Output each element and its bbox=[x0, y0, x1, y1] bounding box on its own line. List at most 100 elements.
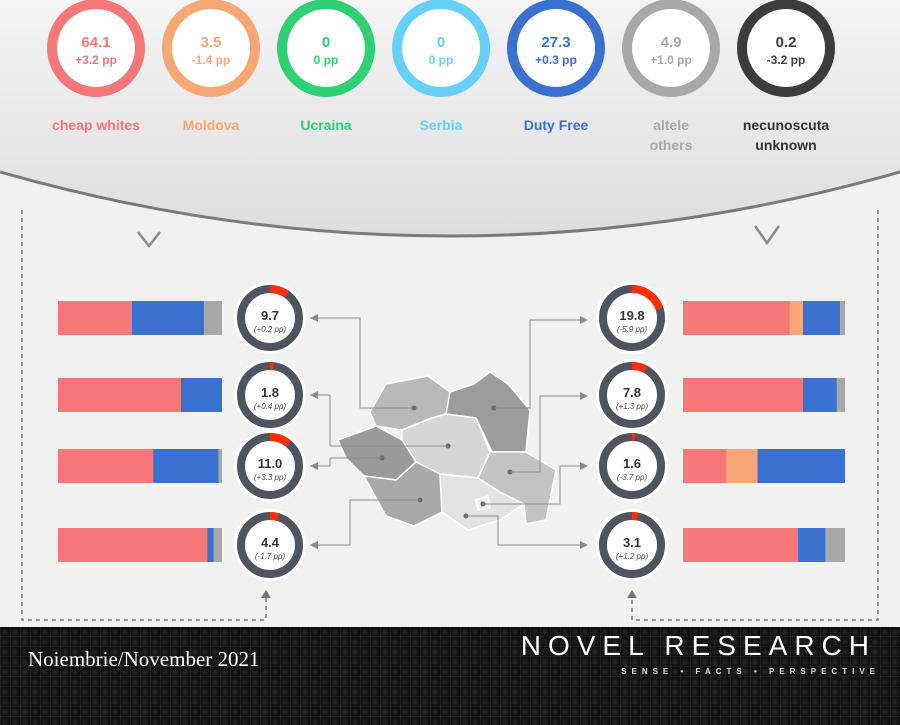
summary-item-others: 4.9 +1.0 pp altele others bbox=[622, 0, 720, 153]
region-stacked-bar bbox=[58, 449, 222, 483]
summary-change: 0 pp bbox=[314, 53, 339, 67]
bar-segment-duty-free bbox=[181, 378, 222, 412]
region-change: (-3.7 pp) bbox=[617, 473, 648, 482]
summary-row: 64.1 +3.2 pp cheap whites 3.5 -1.4 pp Moldova… bbox=[47, 0, 835, 153]
region-row: 4.4 (-1.7 pp) bbox=[58, 509, 306, 581]
summary-change: +1.0 pp bbox=[650, 53, 692, 67]
region-value: 9.7 bbox=[261, 308, 279, 323]
region-stacked-bar bbox=[683, 528, 845, 562]
summary-change: 0 pp bbox=[429, 53, 454, 67]
bar-segment-moldova bbox=[789, 301, 803, 335]
right-regions: 19.8 (-5.9 pp) 7.8 (+1.3 pp) 1.6 (-3.7 pp) 3.1… bbox=[596, 282, 845, 581]
summary-ring-inner bbox=[402, 9, 480, 87]
region-change: (-1.7 pp) bbox=[255, 552, 286, 561]
summary-item-moldova: 3.5 -1.4 pp Moldova bbox=[162, 0, 260, 133]
summary-label: necunoscuta bbox=[743, 117, 830, 133]
bar-segment-cheap-whites bbox=[58, 378, 181, 412]
region-row: 3.1 (+1.2 pp) bbox=[596, 509, 845, 581]
region-row: 11.0 (+3.3 pp) bbox=[58, 430, 306, 502]
region-change: (+1.3 pp) bbox=[616, 402, 649, 411]
region-value: 1.8 bbox=[261, 385, 279, 400]
summary-value: 0 bbox=[322, 34, 330, 51]
bar-segment-others bbox=[213, 528, 222, 562]
region-row: 19.8 (-5.9 pp) bbox=[596, 282, 845, 354]
summary-value: 64.1 bbox=[81, 34, 110, 51]
region-value: 4.4 bbox=[261, 535, 280, 550]
summary-value: 4.9 bbox=[661, 34, 682, 51]
bar-segment-duty-free bbox=[802, 301, 841, 335]
summary-label: Serbia bbox=[420, 117, 463, 133]
bar-segment-moldova bbox=[726, 449, 758, 483]
summary-label: altele bbox=[653, 117, 689, 133]
footer: Noiembrie/November 2021 NOVEL RESEARCH S… bbox=[0, 627, 900, 725]
summary-ring-inner bbox=[172, 9, 250, 87]
region-change: (+1.2 pp) bbox=[616, 552, 649, 561]
dashed-connectors bbox=[21, 210, 879, 621]
summary-label: Ucraina bbox=[300, 117, 352, 133]
region-change: (-5.9 pp) bbox=[617, 325, 648, 334]
bar-segment-cheap-whites bbox=[58, 528, 208, 562]
bar-segment-others bbox=[218, 449, 222, 483]
region-stacked-bar bbox=[58, 378, 222, 412]
summary-value: 3.5 bbox=[201, 34, 222, 51]
summary-item-unknown: 0.2 -3.2 pp necunoscuta unknown bbox=[737, 0, 835, 153]
map-region-southeast bbox=[477, 451, 557, 525]
bar-segment-duty-free bbox=[798, 528, 826, 562]
summary-label: cheap whites bbox=[52, 117, 140, 133]
region-change: (+0.4 pp) bbox=[254, 402, 287, 411]
summary-item-serbia: 0 0 pp Serbia bbox=[392, 0, 490, 133]
bar-segment-duty-free bbox=[131, 301, 204, 335]
summary-change: -3.2 pp bbox=[767, 53, 806, 67]
bar-segment-others bbox=[836, 378, 845, 412]
bar-segment-others bbox=[825, 528, 845, 562]
region-ring-share bbox=[599, 433, 665, 499]
bar-segment-cheap-whites bbox=[58, 449, 154, 483]
region-row: 7.8 (+1.3 pp) bbox=[596, 359, 845, 431]
bar-segment-cheap-whites bbox=[683, 378, 803, 412]
brand-logo: NOVEL RESEARCH bbox=[520, 630, 876, 661]
region-stacked-bar bbox=[58, 528, 222, 562]
left-regions: 9.7 (+0.2 pp) 1.8 (+0.4 pp) 11.0 (+3.3 pp) 4.4… bbox=[58, 282, 306, 581]
summary-value: 0 bbox=[437, 34, 445, 51]
bar-segment-cheap-whites bbox=[683, 301, 790, 335]
bar-segment-duty-free bbox=[802, 378, 837, 412]
summary-ring-inner bbox=[747, 9, 825, 87]
chevron-down-icon bbox=[753, 225, 781, 246]
region-value: 11.0 bbox=[258, 456, 283, 471]
leader-lines bbox=[310, 317, 586, 546]
summary-label: unknown bbox=[755, 137, 816, 153]
summary-value: 0.2 bbox=[776, 34, 797, 51]
region-ring-share bbox=[237, 362, 303, 428]
region-ring-share bbox=[599, 362, 665, 428]
summary-ring-inner bbox=[632, 9, 710, 87]
region-ring-share bbox=[237, 512, 303, 578]
summary-value: 27.3 bbox=[541, 34, 570, 51]
region-value: 7.8 bbox=[623, 385, 641, 400]
summary-label: Duty Free bbox=[524, 117, 589, 133]
bar-segment-duty-free bbox=[153, 449, 219, 483]
region-ring-share bbox=[237, 433, 303, 499]
top-panel-edge bbox=[0, 170, 900, 238]
region-row: 1.6 (-3.7 pp) bbox=[596, 430, 845, 502]
brand-tagline: SENSE • FACTS • PERSPECTIVE bbox=[621, 667, 880, 676]
bar-segment-cheap-whites bbox=[58, 301, 132, 335]
report-date: Noiembrie/November 2021 bbox=[28, 647, 260, 671]
infographic-canvas: 64.1 +3.2 pp cheap whites 3.5 -1.4 pp Moldova… bbox=[0, 0, 900, 621]
arrow-heads bbox=[261, 590, 637, 598]
region-ring-share bbox=[599, 285, 665, 351]
region-ring-share bbox=[237, 285, 303, 351]
summary-change: +0.3 pp bbox=[535, 53, 577, 67]
region-change: (+0.2 pp) bbox=[254, 325, 287, 334]
bar-segment-duty-free bbox=[757, 449, 845, 483]
summary-item-ucraina: 0 0 pp Ucraina bbox=[277, 0, 375, 133]
summary-item-cheap-whites: 64.1 +3.2 pp cheap whites bbox=[47, 0, 145, 133]
summary-ring-inner bbox=[287, 9, 365, 87]
bar-segment-others bbox=[203, 301, 222, 335]
bar-segment-duty-free bbox=[207, 528, 214, 562]
region-row: 9.7 (+0.2 pp) bbox=[58, 282, 306, 354]
region-stacked-bar bbox=[683, 378, 845, 412]
bar-segment-cheap-whites bbox=[683, 449, 727, 483]
region-stacked-bar bbox=[58, 301, 222, 335]
summary-item-duty-free: 27.3 +0.3 pp Duty Free bbox=[507, 0, 605, 133]
region-row: 1.8 (+0.4 pp) bbox=[58, 359, 306, 431]
